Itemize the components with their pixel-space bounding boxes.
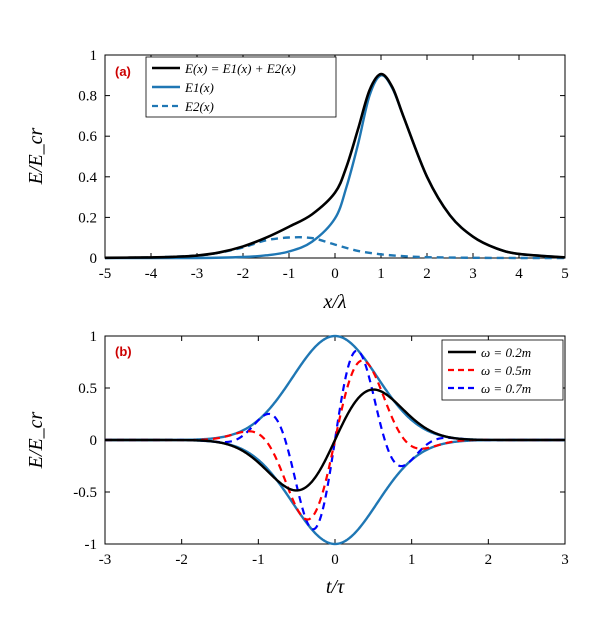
panel-a-x-tick-label: 0	[331, 266, 339, 282]
panel-a-legend: E(x) = E1(x) + E2(x) E1(x) E2(x)	[145, 56, 337, 118]
panel-a-x-tick-label: -4	[145, 266, 158, 282]
panel-b-tag: (b)	[115, 344, 132, 359]
panel-b-x-axis-label: t/τ	[326, 576, 345, 598]
panel-a-y-tick-label: 0.2	[78, 210, 97, 226]
panel-a-y-tick-label: 0.4	[78, 170, 97, 186]
panel-a-y-axis-label: E/E_cr	[25, 127, 47, 185]
panel-a-x-tick-label: 2	[423, 266, 431, 282]
panel-a-x-axis-label: x/λ	[322, 291, 346, 313]
panel-a-y-tick-label: 0	[90, 251, 98, 267]
panel-a-y-tick-label: 1	[90, 48, 98, 64]
panel-a-x-tick-label: 5	[561, 266, 569, 282]
panel-a-y-tick-label: 0.6	[78, 129, 97, 145]
panel-b: -3 -2 -1 0 1 2 3 -1 -0.5 0 0.5 1 t/τ E/E_cr ω = 0.2…	[25, 329, 569, 598]
panel-a-x-tick-label: 4	[515, 266, 523, 282]
panel-b-x-tick-label: 3	[561, 552, 569, 568]
legend-label-w05: ω = 0.5m	[481, 363, 531, 378]
legend-label-E: E(x) = E1(x) + E2(x)	[184, 61, 296, 76]
panel-b-curves	[105, 334, 565, 546]
panel-b-y-axis-label: E/E_cr	[25, 411, 47, 469]
panel-b-y-tick-label: 1	[90, 329, 98, 345]
panel-a-x-tick-label: 3	[469, 266, 477, 282]
panel-a-x-tick-label: -5	[99, 266, 112, 282]
panel-b-x-tick-label: -3	[99, 552, 112, 568]
panel-a-x-tick-label: -3	[191, 266, 204, 282]
panel-a-x-tick-label: -2	[237, 266, 250, 282]
panel-b-y-tick-label: -1	[85, 537, 98, 553]
panel-b-y-tick-label: 0	[90, 433, 98, 449]
panel-b-x-tick-label: 0	[331, 552, 339, 568]
panel-b-ticks: -3 -2 -1 0 1 2 3 -1 -0.5 0 0.5 1	[73, 329, 569, 568]
legend-label-E2: E2(x)	[184, 99, 214, 114]
panel-b-legend: ω = 0.2m ω = 0.5m ω = 0.7m	[441, 339, 564, 401]
legend-label-w07: ω = 0.7m	[481, 381, 531, 396]
panel-a-x-tick-label: -1	[283, 266, 296, 282]
panel-a: -5 -4 -3 -2 -1 0 1 2 3 4 5 0 0.2 0.4 0.6 0.8 1 x/λ E/E_c…	[25, 48, 569, 313]
envelope-lower	[105, 438, 565, 546]
panel-b-x-tick-label: -1	[252, 552, 265, 568]
panel-b-y-tick-label: 0.5	[78, 381, 97, 397]
curve-E-total	[104, 72, 566, 260]
curve-E2	[104, 236, 566, 260]
legend-label-E1: E1(x)	[184, 80, 214, 95]
panel-a-curves	[104, 72, 566, 260]
legend-label-w02: ω = 0.2m	[481, 345, 531, 360]
panel-b-x-tick-label: -2	[175, 552, 188, 568]
curve-omega-0.2m	[105, 388, 565, 492]
panel-a-x-tick-label: 1	[377, 266, 385, 282]
panel-b-x-tick-label: 1	[408, 552, 416, 568]
panel-a-tag: (a)	[115, 64, 131, 79]
panel-b-x-tick-label: 2	[485, 552, 493, 568]
panel-b-y-tick-label: -0.5	[73, 485, 97, 501]
panel-a-y-tick-label: 0.8	[78, 89, 97, 105]
